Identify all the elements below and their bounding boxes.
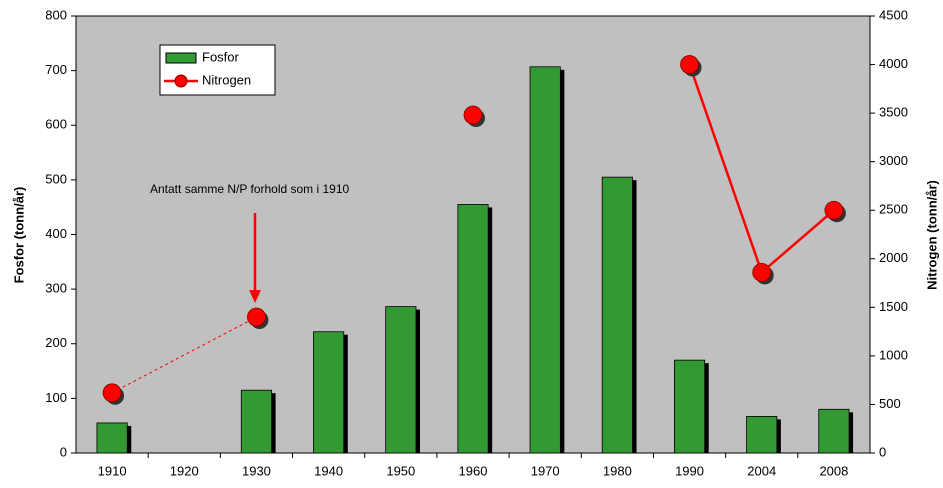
y2-tick-label: 0 xyxy=(879,444,886,459)
y-tick-label: 700 xyxy=(45,62,67,77)
bar xyxy=(385,306,417,454)
bar xyxy=(313,331,345,454)
y-tick-label: 300 xyxy=(45,281,67,296)
x-tick-label: 2008 xyxy=(819,463,848,478)
y-tick-label: 800 xyxy=(45,7,67,22)
marker xyxy=(247,307,266,327)
marker xyxy=(824,200,844,220)
y2-tick-label: 3000 xyxy=(879,153,908,168)
x-tick-label: 1940 xyxy=(314,463,343,478)
x-tick-label: 1920 xyxy=(170,463,199,478)
bar xyxy=(240,389,273,454)
y2-tick-label: 3500 xyxy=(879,105,908,120)
bar xyxy=(96,422,128,454)
y-tick-label: 500 xyxy=(45,171,67,186)
y2-tick-label: 1500 xyxy=(879,299,908,314)
bar xyxy=(601,176,633,454)
y-axis-title: Fosfor (tonn/år) xyxy=(11,187,26,284)
legend-marker xyxy=(174,74,188,88)
marker xyxy=(752,262,772,282)
marker xyxy=(463,105,483,125)
x-tick-label: 1950 xyxy=(386,463,415,478)
y-tick-label: 400 xyxy=(45,226,67,241)
marker xyxy=(102,383,122,403)
bar xyxy=(673,359,706,454)
y-tick-label: 100 xyxy=(45,390,67,405)
annotation: Antatt samme N/P forhold som i 1910 xyxy=(150,182,350,196)
legend-label: Nitrogen xyxy=(202,72,251,87)
y2-tick-label: 1000 xyxy=(879,347,908,362)
x-tick-label: 2004 xyxy=(747,463,776,478)
legend-label: Fosfor xyxy=(202,49,240,64)
x-tick-label: 1930 xyxy=(242,463,271,478)
y2-axis-title: Nitrogen (tonn/år) xyxy=(924,180,939,290)
y2-tick-label: 4500 xyxy=(879,7,908,22)
x-tick-label: 1970 xyxy=(531,463,560,478)
x-tick-label: 1960 xyxy=(459,463,488,478)
bar xyxy=(529,66,561,454)
y-tick-label: 0 xyxy=(60,444,67,459)
marker xyxy=(680,55,699,74)
annotation-arrowhead xyxy=(249,290,261,303)
bar xyxy=(457,204,489,454)
legend-swatch xyxy=(165,52,197,64)
bar xyxy=(818,408,850,454)
y2-tick-label: 2000 xyxy=(879,250,908,265)
y2-tick-label: 4000 xyxy=(879,56,908,71)
x-tick-label: 1910 xyxy=(98,463,127,478)
y-tick-label: 600 xyxy=(45,117,67,132)
y2-tick-label: 500 xyxy=(879,396,901,411)
x-tick-label: 1990 xyxy=(675,463,704,478)
x-tick-label: 1980 xyxy=(603,463,632,478)
y-tick-label: 200 xyxy=(45,335,67,350)
bar xyxy=(746,416,778,454)
y2-tick-label: 2500 xyxy=(879,202,908,217)
